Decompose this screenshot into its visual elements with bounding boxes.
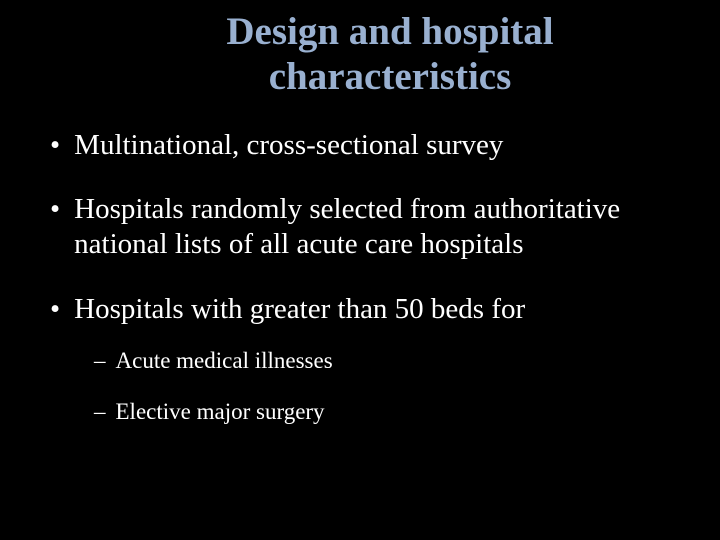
bullet-marker: • xyxy=(50,292,60,327)
sub-marker: – xyxy=(94,398,106,426)
slide-container: Design and hospital characteristics • Mu… xyxy=(0,0,720,540)
sub-item: – Elective major surgery xyxy=(94,398,680,426)
sub-item: – Acute medical illnesses xyxy=(94,347,680,375)
bullet-list: • Multinational, cross-sectional survey … xyxy=(40,128,680,426)
sub-marker: – xyxy=(94,347,106,375)
sub-text: Elective major surgery xyxy=(116,398,681,426)
bullet-item: • Hospitals randomly selected from autho… xyxy=(50,192,680,262)
slide-title: Design and hospital characteristics xyxy=(160,10,620,100)
bullet-text: Multinational, cross-sectional survey xyxy=(74,128,680,163)
sub-text: Acute medical illnesses xyxy=(116,347,681,375)
bullet-text: Hospitals with greater than 50 beds for xyxy=(74,292,680,327)
bullet-text: Hospitals randomly selected from authori… xyxy=(74,192,680,262)
bullet-marker: • xyxy=(50,192,60,227)
bullet-item: • Multinational, cross-sectional survey xyxy=(50,128,680,163)
bullet-marker: • xyxy=(50,128,60,163)
sub-list: – Acute medical illnesses – Elective maj… xyxy=(50,347,680,426)
bullet-item: • Hospitals with greater than 50 beds fo… xyxy=(50,292,680,327)
